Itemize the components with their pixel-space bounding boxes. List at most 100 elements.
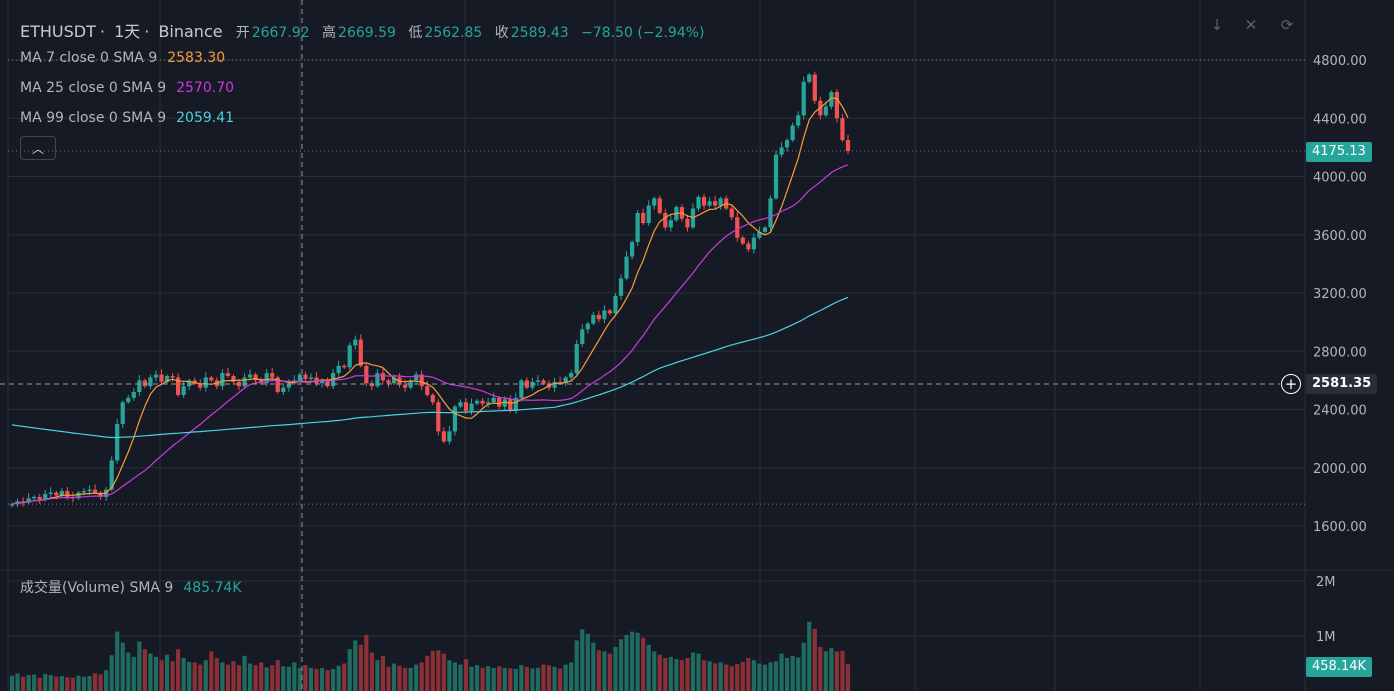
volume-bar [137,641,142,691]
symbol-name[interactable]: ETHUSDT [20,22,96,41]
volume-bar [104,670,109,691]
candle-body [286,383,291,388]
candle-body [408,380,413,388]
volume-legend[interactable]: 成交量(Volume) SMA 9 485.74K [20,577,246,597]
candle-body [170,376,175,378]
candle-body [308,377,314,379]
volume-bar [812,628,817,691]
candle-body [486,402,491,404]
symbol-header: ETHUSDT · 1天 · Binance 开 2667.92 高 2669.59 低… [20,22,705,41]
candle-body [126,397,131,403]
candle-body [142,380,147,387]
candle-body [491,397,496,403]
volume-bar [364,634,369,691]
volume-bar [618,639,624,691]
ma25-value: 2570.70 [176,80,235,96]
candle-body [275,377,280,393]
volume-bar [275,660,280,691]
collapse-legend-button[interactable]: ︿ [20,136,56,160]
volume-bar [757,663,762,691]
volume-bar [729,666,734,691]
candle-body [469,403,474,411]
volume-bar [497,666,502,691]
volume-bar [214,658,219,691]
volume-bar [635,632,640,691]
ma99-legend[interactable]: MA 99 close 0 SMA 9 2059.41 [20,110,238,126]
candle-body [430,394,435,403]
candle-body [32,496,37,499]
candle-body [137,380,142,393]
candle-body [635,212,640,243]
volume-bar [679,660,685,691]
candle-body [596,314,601,320]
volume-bar [486,666,491,691]
volume-bar [480,667,485,691]
arrow-down-icon[interactable]: ↓ [1210,16,1224,34]
volume-bar [9,675,15,691]
candle-body [198,383,203,388]
volume-bar [508,668,513,691]
volume-bar [220,662,225,691]
price-tick-label: 3600.00 [1313,229,1367,244]
candle-body [502,399,507,407]
low-label: 低 [408,25,423,41]
ma25-legend[interactable]: MA 25 close 0 SMA 9 2570.70 [20,80,238,96]
candle-body [303,374,308,379]
volume-bar [181,658,186,691]
candle-body [641,212,646,224]
volume-bar [303,665,308,691]
volume-bar [724,664,729,691]
volume-bar [209,651,214,691]
volume-bar [685,658,690,691]
volume-bar [187,661,192,691]
volume-bar [840,650,845,691]
candle-body [613,295,618,314]
volume-bar [231,661,236,691]
volume-value: 485.74K [183,580,242,596]
volume-bar [43,673,48,691]
volume-bar [530,668,535,691]
candle-body [707,201,712,206]
candle-body [37,496,42,500]
volume-bar [48,675,53,691]
volume-bar [563,664,568,691]
candle-body [713,201,718,206]
volume-bar [120,642,125,691]
candle-body [607,310,613,314]
volume-bar [92,673,98,691]
candle-body [325,380,330,387]
candle-body [784,140,790,148]
volume-bar [773,661,779,691]
volume-bar [87,676,92,691]
ma99-label: MA 99 close 0 SMA 9 [20,110,167,126]
candle-body [801,81,806,116]
candle-body [20,501,26,503]
candle-body [480,400,485,404]
candle-body [26,498,31,503]
close-icon[interactable]: ✕ [1244,16,1258,34]
volume-bar [552,666,557,691]
candle-body [203,377,208,388]
candle-body [115,424,120,461]
candle-body [652,198,657,206]
volume-bar [37,677,42,691]
candle-body [762,227,768,232]
add-icon[interactable]: + [1281,374,1301,394]
volume-bar [198,664,203,691]
reset-icon[interactable]: ⟳ [1280,16,1294,34]
candle-body [519,380,524,398]
interval-label[interactable]: 1天 [114,22,141,41]
candle-body [746,243,751,250]
ma7-legend[interactable]: MA 7 close 0 SMA 9 2583.30 [20,50,229,66]
candle-body [342,365,347,368]
ma7-label: MA 7 close 0 SMA 9 [20,50,158,66]
volume-bar [546,665,552,691]
candle-body [823,106,828,116]
candle-body [474,400,480,404]
candle-body [270,373,275,378]
candle-body [646,205,651,224]
high-label: 高 [322,25,337,41]
price-tick-label: 2000.00 [1313,462,1367,477]
